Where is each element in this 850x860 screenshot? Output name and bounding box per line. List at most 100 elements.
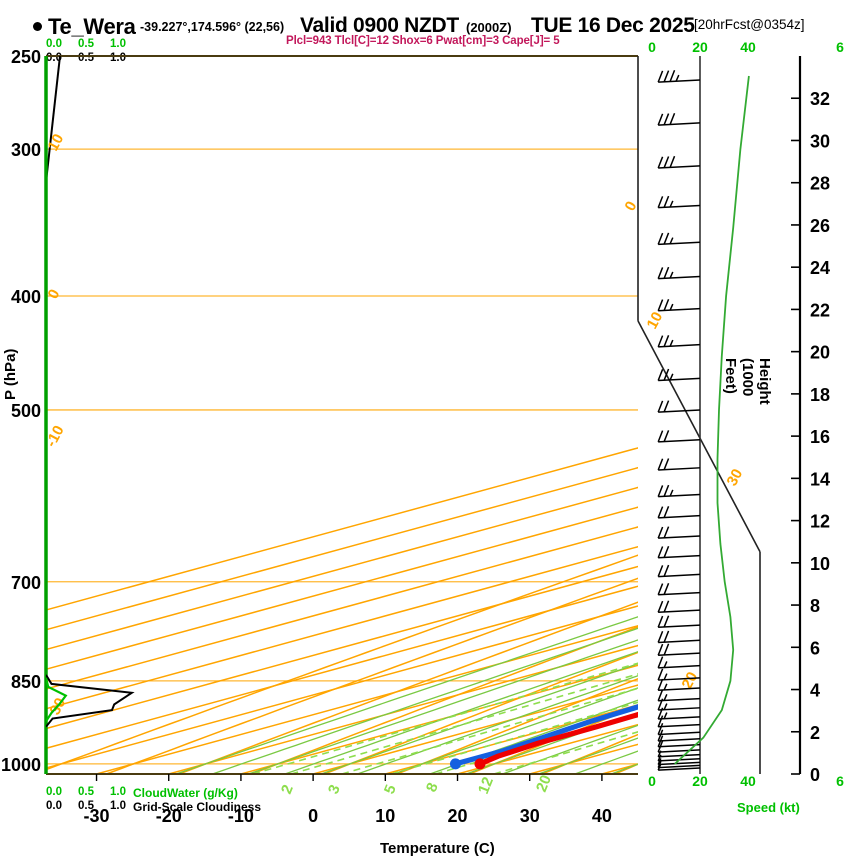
height-tick-label: 2 <box>810 723 820 743</box>
height-tick-label: 30 <box>810 131 830 151</box>
wind-barb <box>657 400 701 413</box>
cloudiness-tick-bottom-1: 0.5 <box>78 800 94 812</box>
height-speed-curve <box>674 75 750 765</box>
wind-barb <box>657 526 701 539</box>
wind-barb <box>657 112 701 126</box>
height-tick-label: 32 <box>810 89 830 109</box>
wind-barb <box>657 298 701 312</box>
wind-barb <box>657 722 701 736</box>
wind-barb <box>657 707 701 720</box>
pressure-tick-label: 700 <box>11 573 41 593</box>
wind-barb <box>657 689 701 702</box>
wind-barb <box>657 668 701 681</box>
speed-axis-title: Speed (kt) <box>737 800 800 815</box>
wind-barb <box>657 735 701 748</box>
wind-barb <box>657 564 701 578</box>
speed-tick-label: 40 <box>740 773 756 789</box>
isotherm-label: 30 <box>724 466 747 489</box>
height-tick-label: 20 <box>810 343 830 363</box>
wind-barb <box>657 750 701 758</box>
speed-right-tick-label: 6 <box>836 39 844 55</box>
wind-barb <box>657 266 701 280</box>
wind-barb <box>657 729 701 742</box>
wind-barb <box>657 195 701 209</box>
height-tick-label: 26 <box>810 216 830 236</box>
wind-barb <box>657 698 701 711</box>
pressure-tick-label: 400 <box>11 287 41 307</box>
cloudwater-tick-bottom-2: 1.0 <box>110 786 126 798</box>
wind-barb <box>657 643 701 657</box>
cloudwater-legend-label: CloudWater (g/Kg) <box>133 786 238 800</box>
pressure-tick-label: 250 <box>11 47 41 67</box>
pressure-tick-label: 300 <box>11 140 41 160</box>
cloudwater-trace <box>46 677 68 722</box>
height-tick-label: 6 <box>810 638 820 658</box>
temperature-tick-label: 10 <box>375 806 395 826</box>
wind-barb <box>657 335 701 348</box>
cloudiness-legend-label: Grid-Scale Cloudiness <box>133 800 262 814</box>
speed-tick-label: 40 <box>740 39 756 55</box>
mixing-ratio-label: 5 <box>381 782 400 796</box>
dewpoint-curve <box>452 704 638 767</box>
skewt-gridlines <box>46 56 638 774</box>
pressure-tick-label: 500 <box>11 401 41 421</box>
grid-scale-cloudiness-trace <box>46 674 135 728</box>
wind-barb <box>657 761 701 769</box>
wind-barb <box>657 155 701 169</box>
header: Te_Wera -39.227°,174.596° (22,56) Valid … <box>0 6 850 39</box>
wind-barb <box>657 458 701 471</box>
speed-tick-label: 20 <box>692 773 708 789</box>
mixing-ratio-label: 8 <box>423 780 442 794</box>
wind-barb <box>657 600 701 614</box>
wind-barb <box>657 506 701 519</box>
wind-barb <box>657 630 701 644</box>
height-tick-label: 10 <box>810 554 830 574</box>
pressure-tick-label: 850 <box>11 672 41 692</box>
height-tick-label: 28 <box>810 174 830 194</box>
wind-barb <box>657 430 701 443</box>
valid-date: TUE 16 Dec 2025 <box>531 14 695 37</box>
wind-barb <box>657 678 701 691</box>
wind-barb <box>657 615 701 629</box>
wind-barb <box>657 484 701 498</box>
cloudiness-tick-bottom-2: 1.0 <box>110 800 126 812</box>
wind-barb <box>657 715 701 728</box>
profile-curves <box>449 704 638 770</box>
height-tick-label: 24 <box>810 258 830 278</box>
cloudwater-tick-bottom-0: 0.0 <box>46 786 62 798</box>
wind-barb <box>657 582 701 596</box>
wind-barb <box>657 763 701 771</box>
cloudwater-tick-top-2: 1.0 <box>110 38 126 50</box>
valid-time: Valid 0900 NZDT <box>300 14 459 37</box>
speed-right-tick-label: 6 <box>836 773 844 789</box>
wind-barb <box>657 70 701 83</box>
mixing-ratio-labels: 2 3 5 8 12 20 <box>278 773 555 797</box>
cloudwater-tick-top-0: 0.0 <box>46 38 62 50</box>
wind-barb <box>657 656 701 669</box>
wind-barb <box>657 232 701 246</box>
height-tick-label: 18 <box>810 385 830 405</box>
temperature-tick-label: 30 <box>520 806 540 826</box>
height-tick-label: 22 <box>810 300 830 320</box>
temperature-curve <box>477 711 638 767</box>
station-coordinates: -39.227°,174.596° (22,56) <box>140 20 285 34</box>
wind-barb <box>657 368 701 382</box>
temperature-tick-label: 40 <box>592 806 612 826</box>
temperature-axis-title: Temperature (C) <box>380 840 495 857</box>
height-tick-label: 12 <box>810 512 830 532</box>
cloud-traces <box>46 674 135 728</box>
stability-indices: Plcl=943 Tlcl[C]=12 Shox=6 Pwat[cm]=3 Ca… <box>286 35 560 47</box>
mixing-ratio-label: 2 <box>278 782 297 796</box>
mixing-ratio-label: 20 <box>533 773 555 795</box>
temperature-tick-label: 0 <box>308 806 318 826</box>
temperature-tick-label: -30 <box>84 806 110 826</box>
height-tick-label: 0 <box>810 765 820 785</box>
height-tick-label: 8 <box>810 596 820 616</box>
valid-time-zulu: (2000Z) <box>466 20 512 35</box>
pressure-tick-label: 1000 <box>1 755 41 775</box>
temperature-tick-label: -20 <box>156 806 182 826</box>
